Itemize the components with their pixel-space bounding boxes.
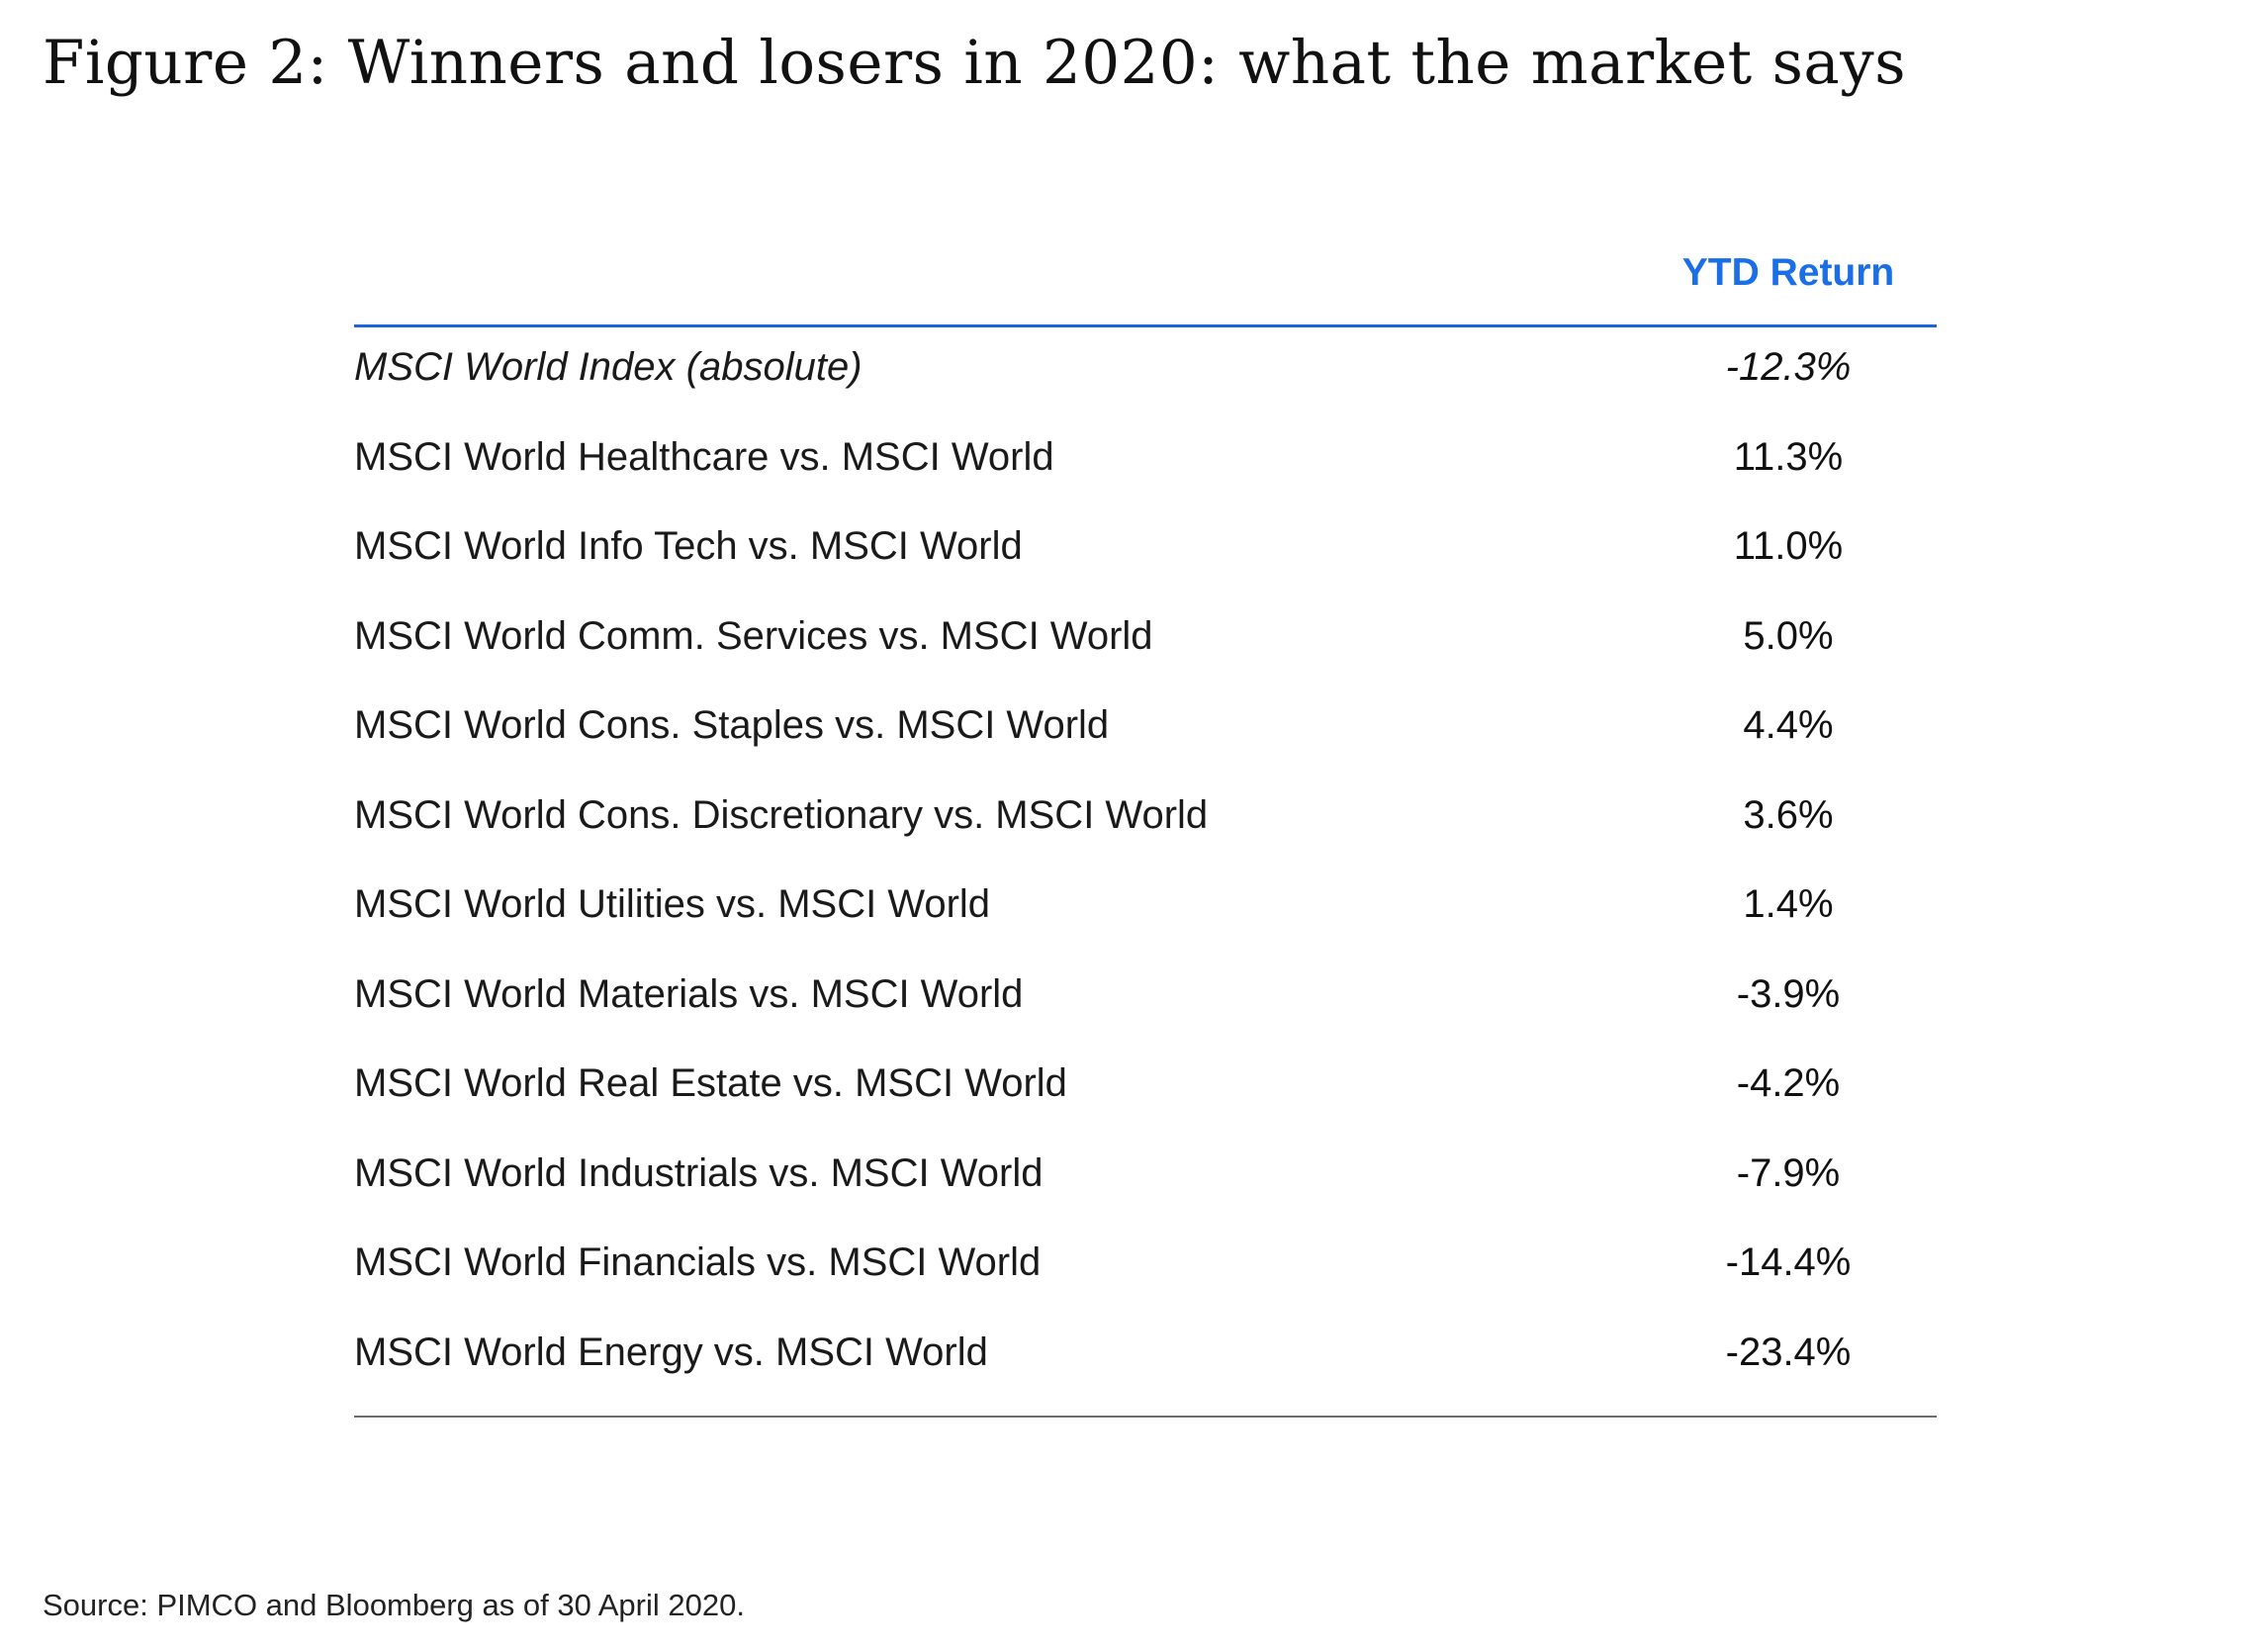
table-row: MSCI World Healthcare vs. MSCI World 11.…	[354, 417, 1937, 507]
row-label: MSCI World Materials vs. MSCI World	[354, 971, 1024, 1016]
row-label: MSCI World Energy vs. MSCI World	[354, 1329, 988, 1374]
row-label: MSCI World Financials vs. MSCI World	[354, 1240, 1042, 1284]
row-label: MSCI World Cons. Discretionary vs. MSCI …	[354, 792, 1209, 837]
table-row: MSCI World Real Estate vs. MSCI World -4…	[354, 1044, 1937, 1134]
row-value: 11.3%	[1733, 434, 1844, 479]
row-value: -4.2%	[1736, 1061, 1841, 1105]
row-label: MSCI World Info Tech vs. MSCI World	[354, 524, 1023, 568]
table-row: MSCI World Cons. Staples vs. MSCI World …	[354, 686, 1937, 776]
table-row: MSCI World Industrials vs. MSCI World -7…	[354, 1134, 1937, 1224]
row-value: -7.9%	[1736, 1150, 1841, 1195]
table-row: MSCI World Utilities vs. MSCI World 1.4%	[354, 865, 1937, 955]
row-value: 1.4%	[1743, 882, 1834, 926]
table-row: MSCI World Index (absolute) -12.3%	[354, 327, 1937, 417]
row-label: MSCI World Industrials vs. MSCI World	[354, 1150, 1043, 1195]
row-label: MSCI World Cons. Staples vs. MSCI World	[354, 703, 1110, 747]
row-label: MSCI World Healthcare vs. MSCI World	[354, 434, 1054, 479]
page-title: Figure 2: Winners and losers in 2020: wh…	[43, 28, 1907, 98]
row-value: 5.0%	[1743, 613, 1834, 658]
row-label: MSCI World Comm. Services vs. MSCI World	[354, 613, 1153, 658]
row-value: -12.3%	[1725, 345, 1852, 389]
table-row: MSCI World Cons. Discretionary vs. MSCI …	[354, 776, 1937, 866]
table-row: MSCI World Materials vs. MSCI World -3.9…	[354, 955, 1937, 1045]
row-value: 11.0%	[1733, 524, 1844, 568]
table-row: MSCI World Info Tech vs. MSCI World 11.0…	[354, 506, 1937, 596]
returns-table: YTD Return MSCI World Index (absolute) -…	[354, 237, 1937, 1418]
row-value: 3.6%	[1743, 792, 1834, 837]
column-header-ytd-return: YTD Return	[1681, 251, 1895, 294]
row-value: 4.4%	[1743, 703, 1834, 747]
row-value: -3.9%	[1736, 971, 1841, 1016]
source-note: Source: PIMCO and Bloomberg as of 30 Apr…	[43, 1588, 745, 1622]
row-value: -23.4%	[1725, 1329, 1852, 1374]
table-row: MSCI World Financials vs. MSCI World -14…	[354, 1223, 1937, 1313]
table-header: YTD Return	[354, 237, 1937, 327]
row-label: MSCI World Utilities vs. MSCI World	[354, 882, 991, 926]
row-label: MSCI World Index (absolute)	[354, 345, 862, 389]
table-row: MSCI World Energy vs. MSCI World -23.4%	[354, 1313, 1937, 1403]
row-label: MSCI World Real Estate vs. MSCI World	[354, 1061, 1067, 1105]
row-value: -14.4%	[1725, 1240, 1852, 1284]
table-row: MSCI World Comm. Services vs. MSCI World…	[354, 596, 1937, 687]
table-body: MSCI World Index (absolute) -12.3% MSCI …	[354, 327, 1937, 1418]
